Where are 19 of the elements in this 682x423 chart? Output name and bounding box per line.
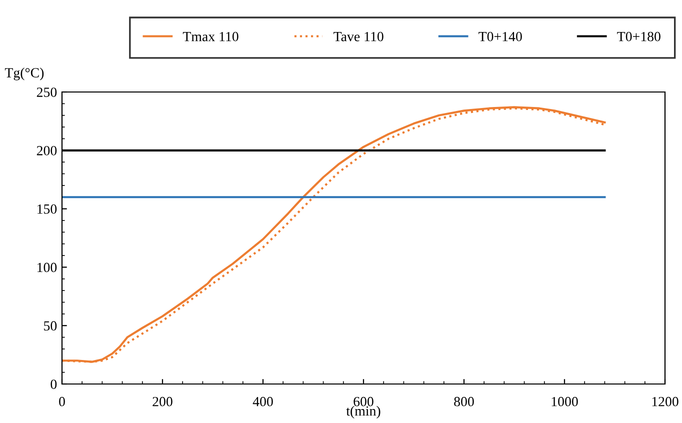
legend-label: Tave 110	[334, 32, 384, 42]
y-tick-label: 50	[44, 321, 57, 331]
legend-label: T0+140	[478, 32, 522, 42]
y-tick-label: 250	[36, 88, 57, 97]
y-axis-title: Tg(°C)	[4, 68, 44, 80]
y-tick-label: 0	[50, 380, 57, 389]
y-tick-label: 100	[38, 262, 57, 272]
x-tick-label: 200	[152, 396, 172, 406]
y-tick-label: 150	[38, 204, 57, 214]
x-tick-label: 0	[59, 396, 65, 406]
x-tick-label: 600	[354, 396, 374, 406]
x-tick-label: 1000	[552, 396, 578, 406]
legend-label: Tmax 110	[182, 32, 238, 42]
y-tick-label: 200	[36, 146, 57, 156]
x-tick-label: 800	[454, 396, 474, 406]
x-tick-label: 1200	[652, 396, 678, 406]
x-tick-label: 400	[252, 396, 273, 406]
x-axis-title: t(min)	[346, 406, 380, 418]
legend-label: T0+180	[617, 32, 660, 42]
